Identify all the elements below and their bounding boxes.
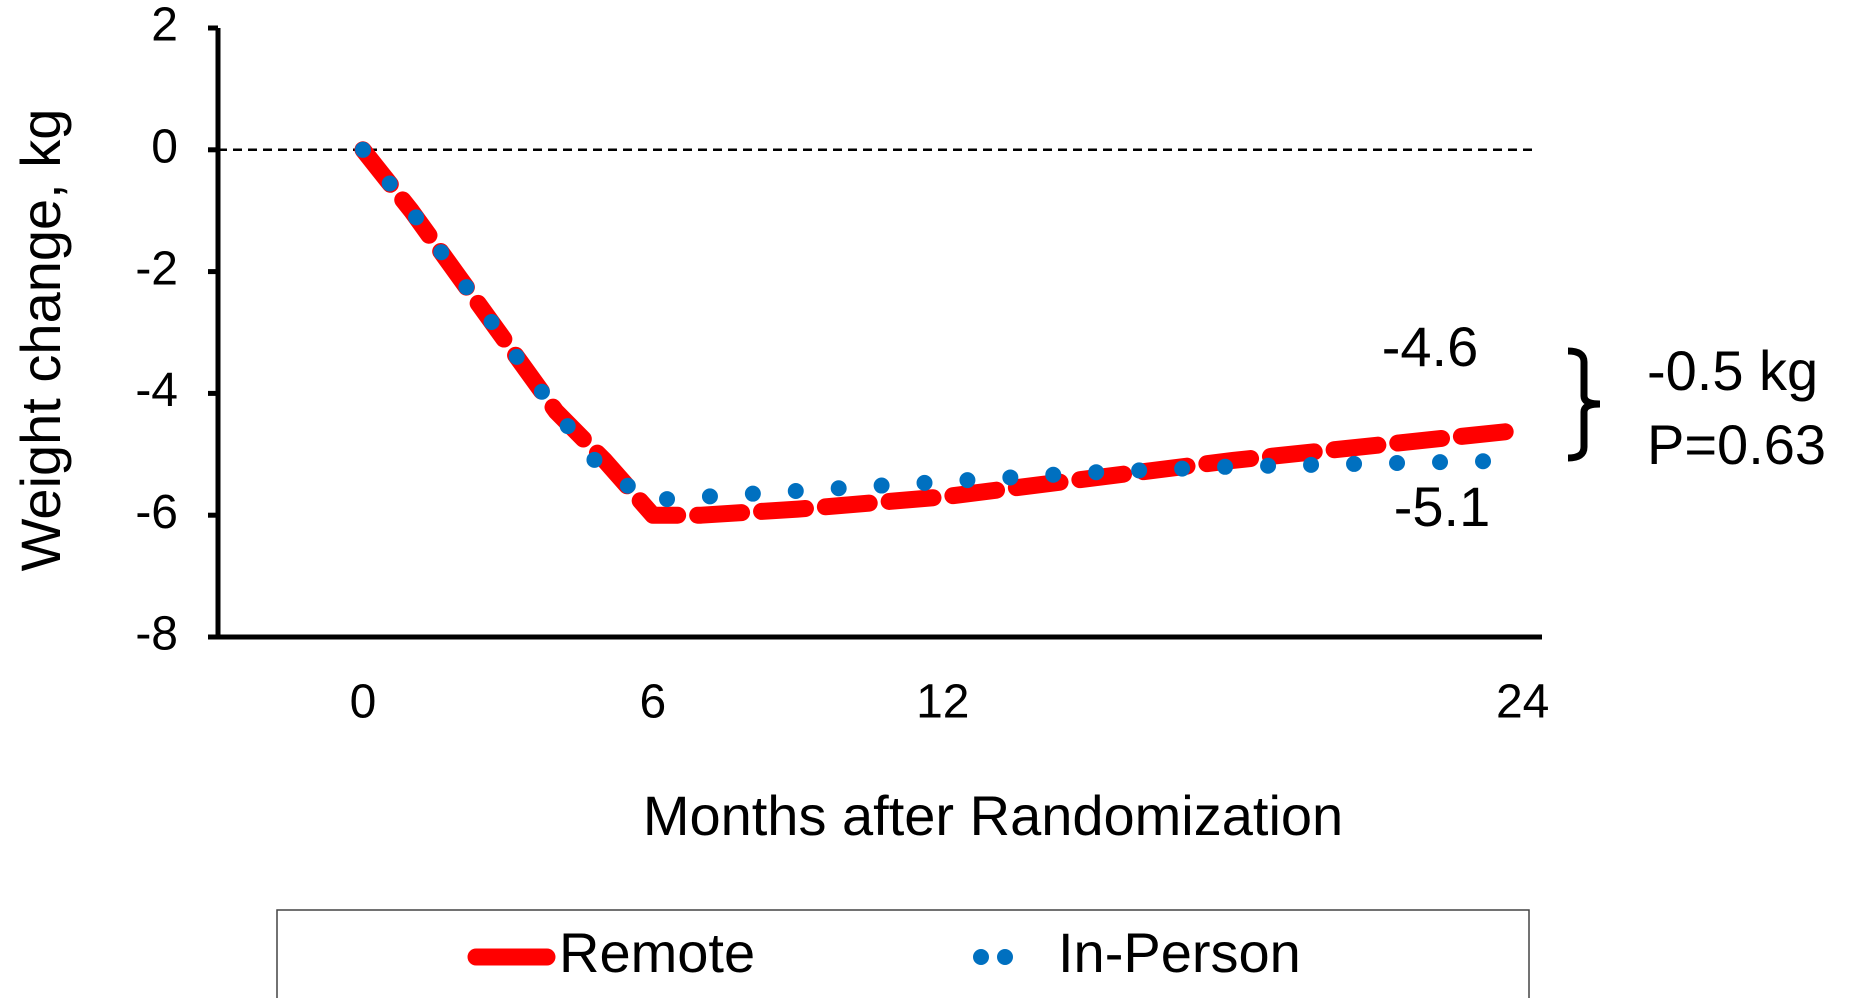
annotation: -5.1 xyxy=(1394,475,1491,538)
x-tick-label: 6 xyxy=(640,676,667,729)
y-tick-label: 2 xyxy=(151,0,178,52)
legend-box xyxy=(276,909,1530,998)
y-tick-label: -6 xyxy=(135,486,178,539)
annotation: -0.5 kg xyxy=(1647,339,1818,402)
legend-label: Remote xyxy=(559,921,755,984)
x-tick-label: 0 xyxy=(350,676,377,729)
legend-label: In-Person xyxy=(1058,921,1301,984)
y-tick-label: -2 xyxy=(135,242,178,295)
annotation: -4.6 xyxy=(1382,315,1479,378)
x-axis-label: Months after Randomization xyxy=(643,784,1343,847)
y-tick-label: -4 xyxy=(135,364,178,417)
y-tick-label: -8 xyxy=(135,608,178,661)
y-axis-label: Weight change, kg xyxy=(9,109,72,572)
annotation: P=0.63 xyxy=(1647,413,1826,476)
y-tick-label: 0 xyxy=(151,120,178,173)
x-tick-label: 24 xyxy=(1496,676,1549,729)
x-tick-label: 12 xyxy=(916,676,969,729)
series-line xyxy=(354,141,1531,508)
bracket xyxy=(1567,347,1601,462)
